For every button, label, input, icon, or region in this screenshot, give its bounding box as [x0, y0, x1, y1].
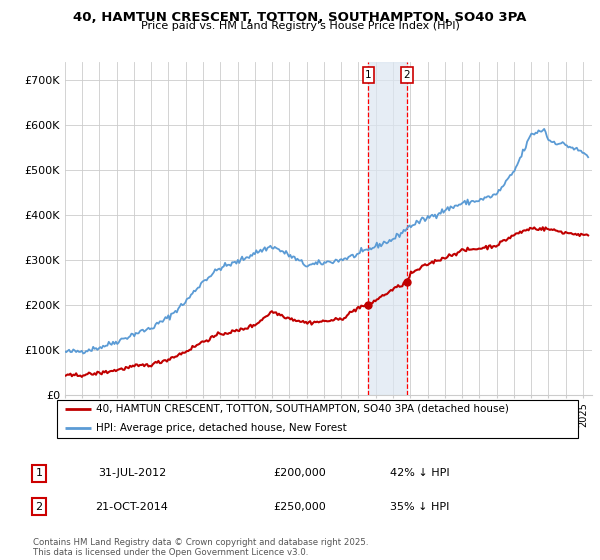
- Text: £200,000: £200,000: [274, 468, 326, 478]
- Text: 2: 2: [35, 502, 43, 512]
- Text: 21-OCT-2014: 21-OCT-2014: [95, 502, 169, 512]
- Text: Contains HM Land Registry data © Crown copyright and database right 2025.
This d: Contains HM Land Registry data © Crown c…: [33, 538, 368, 557]
- Text: 1: 1: [365, 70, 372, 80]
- Text: 2: 2: [404, 70, 410, 80]
- FancyBboxPatch shape: [56, 400, 578, 437]
- Text: HPI: Average price, detached house, New Forest: HPI: Average price, detached house, New …: [96, 423, 347, 433]
- Text: Price paid vs. HM Land Registry's House Price Index (HPI): Price paid vs. HM Land Registry's House …: [140, 21, 460, 31]
- Text: 40, HAMTUN CRESCENT, TOTTON, SOUTHAMPTON, SO40 3PA: 40, HAMTUN CRESCENT, TOTTON, SOUTHAMPTON…: [73, 11, 527, 24]
- Text: 40, HAMTUN CRESCENT, TOTTON, SOUTHAMPTON, SO40 3PA (detached house): 40, HAMTUN CRESCENT, TOTTON, SOUTHAMPTON…: [96, 404, 509, 414]
- Text: 42% ↓ HPI: 42% ↓ HPI: [390, 468, 450, 478]
- Bar: [368, 62, 407, 395]
- Text: 31-JUL-2012: 31-JUL-2012: [98, 468, 166, 478]
- Text: 1: 1: [35, 468, 43, 478]
- Text: 35% ↓ HPI: 35% ↓ HPI: [391, 502, 449, 512]
- Text: £250,000: £250,000: [274, 502, 326, 512]
